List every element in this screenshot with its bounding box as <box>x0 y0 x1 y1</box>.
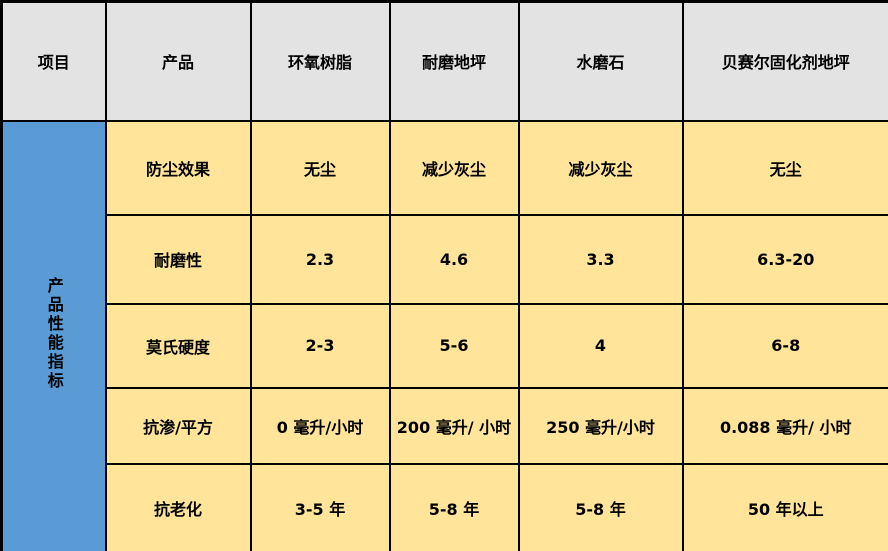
value-cell: 3-5 年 <box>249 462 391 551</box>
value-cell: 无尘 <box>249 119 391 216</box>
value-cell: 0.088 毫升/ 小时 <box>681 386 888 465</box>
value-cell: 200 毫升/ 小时 <box>388 386 520 465</box>
header-cell-product: 产品 <box>104 0 252 122</box>
value-cell: 6.3-20 <box>681 213 888 305</box>
row-label-mohs-hardness: 莫氏硬度 <box>104 302 252 389</box>
row-group-cell-product-performance: 产品性能指标 <box>0 119 107 551</box>
table-row-dustproof-effect: 产品性能指标 防尘效果 无尘 减少灰尘 减少灰尘 无尘 <box>0 119 888 551</box>
value-cell: 减少灰尘 <box>388 119 520 216</box>
value-cell: 50 年以上 <box>681 462 888 551</box>
value-cell: 5-8 年 <box>388 462 520 551</box>
value-cell: 5-6 <box>388 302 520 389</box>
table-row-wear-resistance: 耐磨性 2.3 4.6 3.3 6.3-20 <box>2 213 888 305</box>
header-col-bessel-hardener-floor: 贝赛尔固化剂地坪 <box>681 0 888 122</box>
value-cell: 4.6 <box>388 213 520 305</box>
header-cell-item: 项目 <box>0 0 107 122</box>
header-col-wear-resistant-floor: 耐磨地坪 <box>388 0 520 122</box>
row-label-anti-aging: 抗老化 <box>104 462 252 551</box>
value-cell: 5-8 年 <box>517 462 684 551</box>
value-cell: 250 毫升/小时 <box>517 386 684 465</box>
value-cell: 3.3 <box>517 213 684 305</box>
header-col-terrazzo: 水磨石 <box>517 0 684 122</box>
table-row-impermeability: 抗渗/平方 0 毫升/小时 200 毫升/ 小时 250 毫升/小时 0.088… <box>2 386 888 465</box>
value-cell: 2-3 <box>249 302 391 389</box>
header-row: 项目 产品 环氧树脂 耐磨地坪 水磨石 贝赛尔固化剂地坪 <box>0 0 888 122</box>
row-label-dustproof-effect: 防尘效果 <box>104 119 252 216</box>
value-cell: 4 <box>517 302 684 389</box>
value-cell: 0 毫升/小时 <box>249 386 391 465</box>
row-group-label-vertical: 产品性能指标 <box>44 277 64 392</box>
value-cell: 无尘 <box>681 119 888 216</box>
value-cell: 2.3 <box>249 213 391 305</box>
table-row-mohs-hardness: 莫氏硬度 2-3 5-6 4 6-8 <box>2 302 888 389</box>
table-row-anti-aging: 抗老化 3-5 年 5-8 年 5-8 年 50 年以上 <box>2 462 888 551</box>
row-label-wear-resistance: 耐磨性 <box>104 213 252 305</box>
value-cell: 6-8 <box>681 302 888 389</box>
row-label-impermeability: 抗渗/平方 <box>104 386 252 465</box>
value-cell: 减少灰尘 <box>517 119 684 216</box>
header-col-epoxy-resin: 环氧树脂 <box>249 0 391 122</box>
